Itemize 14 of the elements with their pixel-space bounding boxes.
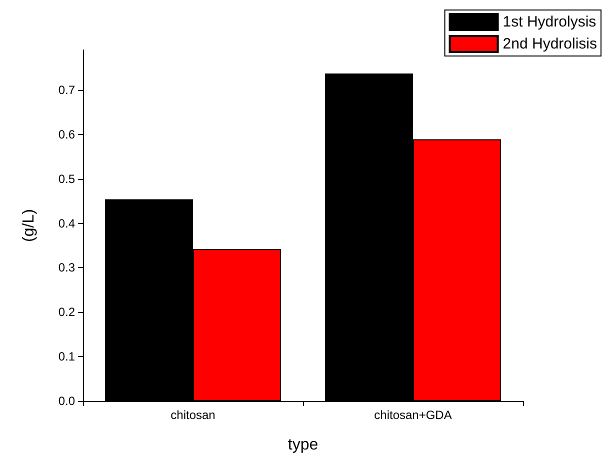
y-tick-label: 0.7 [58,82,76,97]
y-tick-label: 0.0 [58,394,76,408]
y-tick-label: 0.1 [58,350,76,364]
legend-label: 1st Hydrolysis [502,14,596,30]
y-tick-label: 0.3 [58,260,76,275]
legend-label: 2nd Hydrolisis [502,36,598,52]
y-tick-label: 0.2 [58,305,76,320]
y-tick-label: 0.4 [58,216,76,230]
y-axis-title: (g/L) [20,209,38,242]
x-tick-label: chitosan [170,408,216,422]
x-axis-title: type [288,436,318,454]
y-tick-label: 0.6 [58,127,76,142]
x-tick-label: chitosan+GDA [374,408,452,422]
y-tick-label: 0.5 [58,172,76,186]
